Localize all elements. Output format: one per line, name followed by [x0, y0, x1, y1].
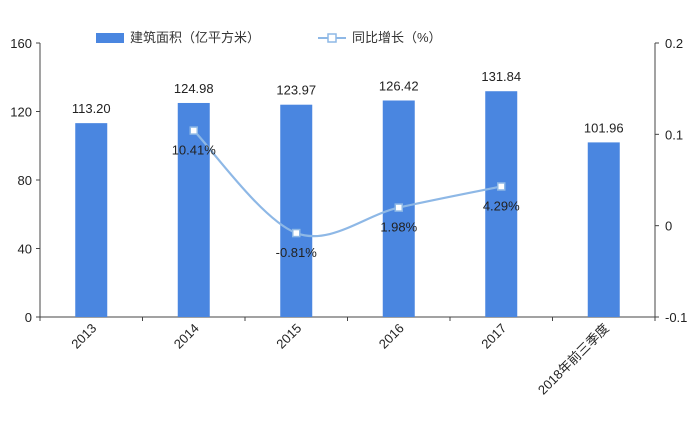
data-labels: 113.20 124.98 123.97 126.42 131.84 101.96 10.4… — [72, 69, 624, 260]
line-value-label: 1.98% — [380, 220, 417, 235]
bar — [280, 104, 313, 317]
line-marker — [292, 228, 301, 238]
y-left-tick-label: 80 — [18, 173, 32, 188]
y-right-tick-label: 0.1 — [665, 127, 683, 142]
line-value-label: 4.29% — [483, 198, 520, 213]
legend-label-bar: 建筑面积（亿平方米） — [130, 30, 260, 45]
bar-value-label: 124.98 — [174, 81, 214, 96]
line-series — [189, 126, 506, 238]
x-tick-label: 2016 — [376, 321, 407, 352]
line-value-label: -0.81% — [276, 245, 318, 260]
bar-value-label: 101.96 — [584, 120, 624, 135]
bar-value-label: 131.84 — [481, 69, 521, 84]
line-marker — [394, 203, 403, 212]
line-value-label: 10.41% — [172, 143, 217, 158]
y-right-tick-label: 0 — [665, 219, 672, 234]
legend-swatch-bar — [96, 33, 124, 43]
bar — [75, 123, 108, 318]
bar-value-label: 113.20 — [72, 101, 111, 116]
bar — [177, 102, 210, 318]
x-tick-label: 2017 — [478, 321, 509, 352]
y-left-tick-label: 160 — [10, 36, 32, 51]
y-left-tick-label: 0 — [25, 310, 32, 325]
bar-value-label: 126.42 — [379, 79, 419, 94]
y-left-tick-label: 120 — [10, 105, 32, 120]
x-tick-label: 2018年前三季度 — [535, 321, 612, 398]
bar — [587, 142, 620, 317]
line-marker — [189, 126, 198, 135]
axes: 0 40 80 120 160 -0.1 0 0.1 0.2 2013 2014 2015 2016 20… — [10, 36, 687, 398]
legend-swatch-line-marker — [327, 33, 337, 43]
bar-series — [75, 91, 620, 318]
y-left-tick-label: 40 — [18, 242, 32, 257]
x-tick-label: 2014 — [171, 321, 202, 352]
x-tick-label: 2015 — [273, 321, 304, 352]
bar-value-label: 123.97 — [276, 83, 316, 98]
bar — [485, 91, 518, 317]
line-marker — [497, 182, 506, 191]
legend: 建筑面积（亿平方米） 同比增长（%） — [96, 30, 442, 45]
x-tick-label: 2013 — [68, 321, 99, 352]
legend-label-line: 同比增长（%） — [352, 30, 442, 45]
y-right-tick-label: -0.1 — [665, 310, 687, 325]
growth-line — [192, 129, 502, 238]
y-right-tick-label: 0.2 — [665, 36, 683, 51]
